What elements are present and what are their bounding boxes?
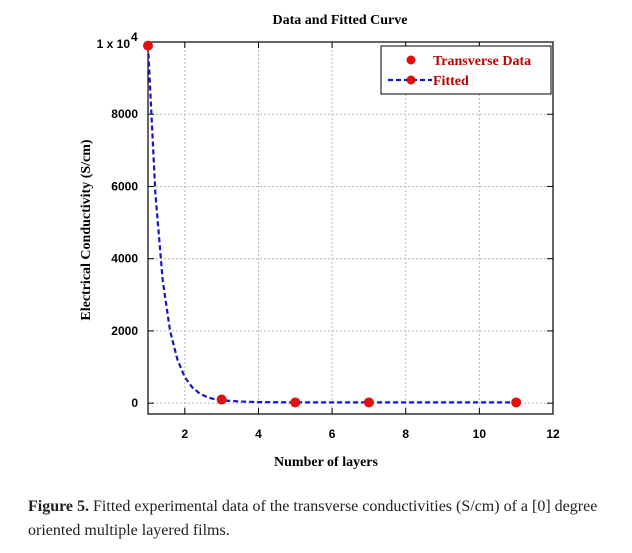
- legend-marker-transverse-data: [406, 55, 416, 65]
- legend-label-fitted: Fitted: [433, 74, 469, 89]
- figure-caption-label: Figure 5.: [28, 498, 90, 515]
- plot-area: [147, 41, 554, 415]
- legend-label-transverse-data: Transverse Data: [433, 54, 531, 69]
- chart-title: Data and Fitted Curve: [273, 13, 408, 28]
- y-tick-label: 0: [131, 396, 138, 410]
- x-tick-label: 8: [402, 427, 409, 441]
- x-tick-label: 2: [181, 427, 188, 441]
- y-tick-label: 2000: [111, 324, 138, 338]
- x-tick-label: 12: [546, 427, 560, 441]
- figure-caption: Figure 5. Fitted experimental data of th…: [28, 495, 623, 543]
- legend-box: [380, 45, 552, 95]
- data-point: [143, 40, 153, 51]
- data-point: [290, 397, 301, 408]
- y-tick-label: 6000: [111, 179, 138, 193]
- data-point: [216, 394, 227, 405]
- x-tick-label: 10: [473, 427, 487, 441]
- y-tick-label: 4000: [111, 252, 138, 266]
- x-tick-label: 4: [255, 427, 262, 441]
- grid: [148, 42, 553, 414]
- y-tick-label: 8000: [111, 107, 138, 121]
- y-tick-label-top-exponent: 4: [131, 30, 138, 44]
- x-tick-label: 6: [329, 427, 336, 441]
- y-tick-label-top: 1 x 10: [97, 37, 131, 51]
- chart: Data and Fitted Curve 2 4 6 8 10 12 0 2000 4000 6…: [79, 13, 560, 470]
- legend: Transverse Data Fitted: [380, 45, 552, 95]
- legend-marker-fitted: [406, 75, 416, 85]
- y-axis-label: Electrical Conductivity (S/cm): [79, 139, 94, 321]
- series-fitted-line: [146, 45, 517, 404]
- chart-marks: [143, 40, 522, 408]
- data-point: [511, 397, 522, 408]
- x-axis-label: Number of layers: [274, 455, 378, 470]
- data-point: [363, 397, 374, 408]
- figure-caption-text: Fitted experimental data of the transver…: [28, 498, 598, 539]
